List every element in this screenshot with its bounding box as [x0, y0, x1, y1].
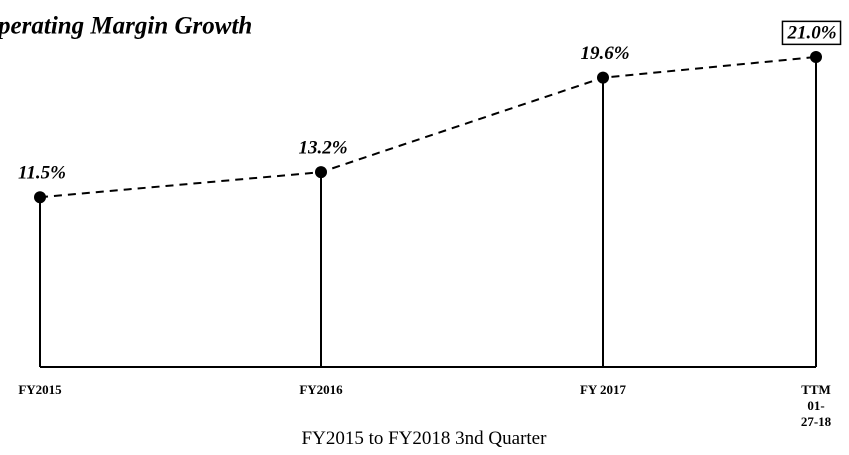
- value-label: 11.5%: [18, 163, 66, 184]
- point: [34, 191, 46, 204]
- x-axis-title: FY2015 to FY2018 3nd Quarter: [301, 428, 547, 449]
- x-tick-label: FY2016: [299, 382, 343, 397]
- point: [597, 71, 609, 84]
- x-tick-label: FY2015: [18, 382, 62, 397]
- x-tick-label: FY 2017: [579, 382, 627, 397]
- point: [315, 166, 327, 179]
- value-label: 21.0%: [786, 22, 836, 43]
- chart-title: Operating Margin Growth: [0, 13, 252, 40]
- trend-line: [39, 56, 817, 199]
- value-label: 19.6%: [580, 43, 629, 64]
- point: [810, 51, 822, 63]
- x-tick-label: TTM 01-27-18: [800, 382, 832, 429]
- value-label: 13.2%: [298, 138, 347, 159]
- label-box: [781, 20, 842, 46]
